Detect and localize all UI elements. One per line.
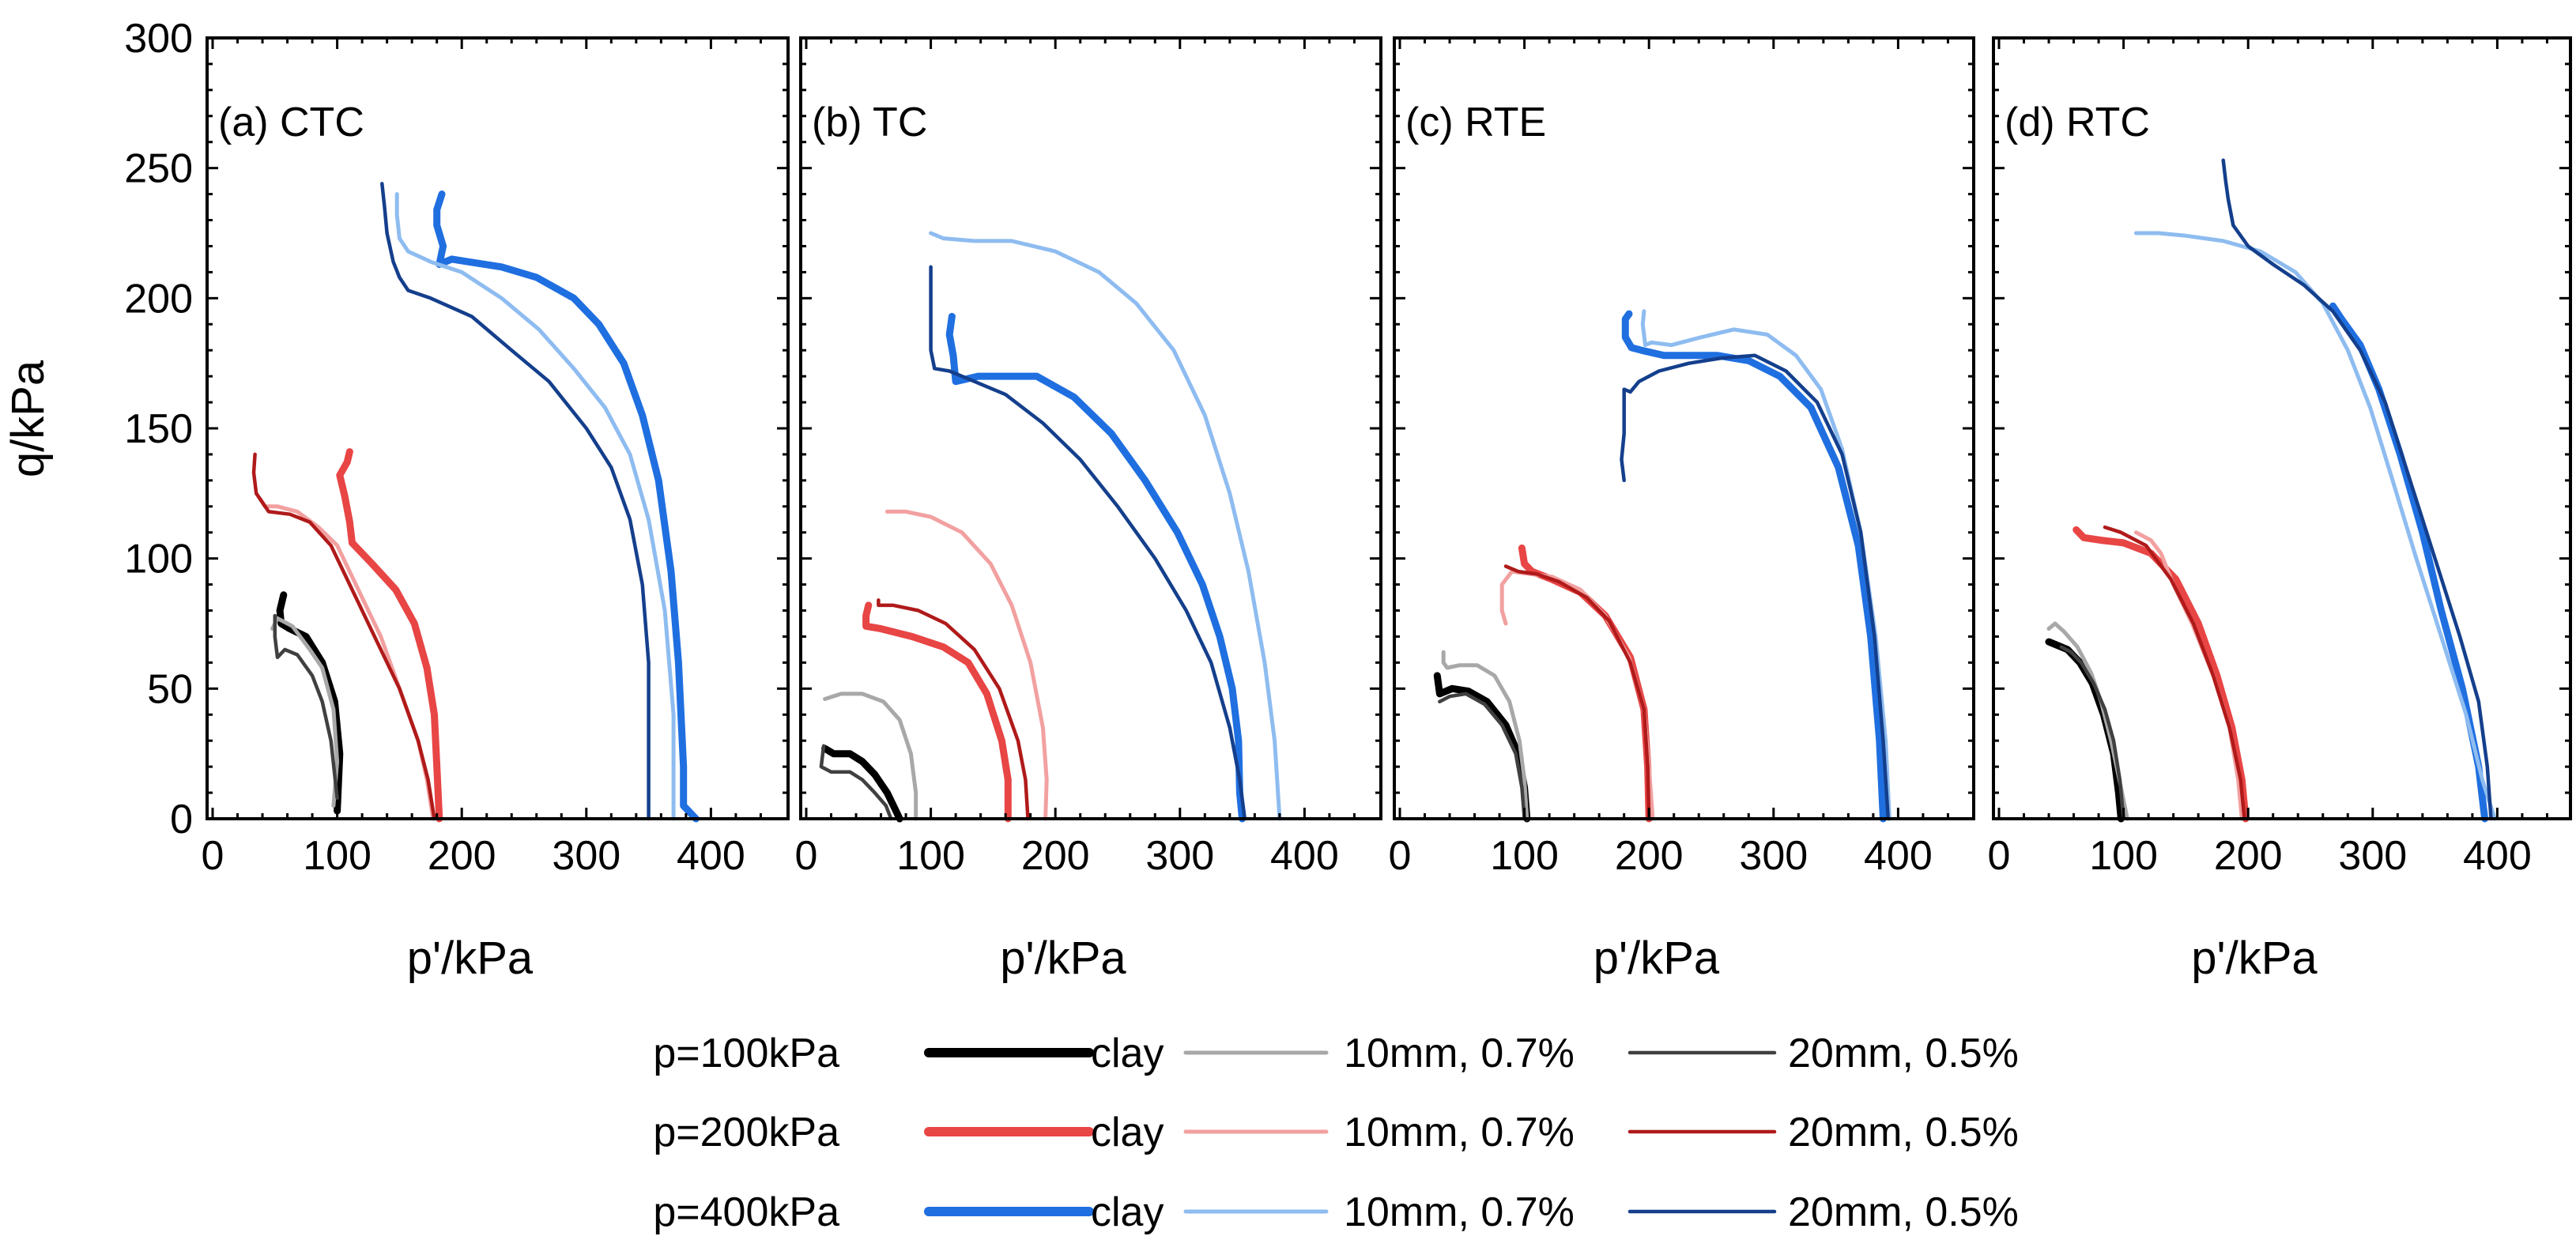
chart-panels: 0 100 200 300 400 0 50 100 150 200 250 300 (a) CTC p'… bbox=[124, 16, 2572, 984]
y-tick-label: 0 bbox=[170, 797, 193, 842]
series-line-200_clay bbox=[1518, 545, 1653, 823]
series-line-100_10mm bbox=[823, 692, 918, 821]
x-tick-label: 100 bbox=[303, 833, 372, 879]
y-tick-label: 50 bbox=[147, 666, 193, 712]
series-line-200_10mm bbox=[884, 509, 1049, 821]
series-line-400_clay bbox=[433, 190, 700, 823]
panel-3: 0 100 200 300 400 (c) RTE p'/kPa bbox=[1389, 36, 1975, 984]
legend-entry-label: clay bbox=[1091, 1031, 1164, 1076]
x-tick-label: 300 bbox=[1145, 833, 1214, 879]
chart-legend: p=100kPa clay 10mm, 0.7% 20mm, 0.5%p=200kPa… bbox=[653, 1031, 2019, 1235]
plot-frame bbox=[1992, 36, 2572, 820]
legend-entry-label: 10mm, 0.7% bbox=[1344, 1031, 1575, 1076]
legend-row: p=200kPa clay 10mm, 0.7% 20mm, 0.5% bbox=[653, 1110, 2019, 1155]
series-line-100_20mm bbox=[1438, 692, 1526, 821]
series-line-200_20mm bbox=[251, 452, 436, 821]
series-line-400_10mm bbox=[1640, 309, 1891, 821]
y-tick-label: 150 bbox=[124, 406, 193, 452]
panel-title: (a) CTC bbox=[218, 100, 364, 145]
series-line-400_20mm bbox=[1620, 353, 1891, 821]
legend-row: p=400kPa clay 10mm, 0.7% 20mm, 0.5% bbox=[653, 1189, 2019, 1235]
plot-frame bbox=[206, 36, 790, 820]
x-tick-label: 300 bbox=[2338, 833, 2407, 879]
x-tick-label: 200 bbox=[1615, 833, 1684, 879]
panel-2: 0 100 200 300 400 (b) TC p'/kPa bbox=[795, 36, 1382, 984]
series-line-200_clay bbox=[336, 448, 443, 823]
y-tick-label: 100 bbox=[124, 537, 193, 582]
series-line-100_20mm bbox=[819, 744, 893, 821]
legend-row-label: p=200kPa bbox=[653, 1110, 839, 1155]
x-tick-label: 400 bbox=[1864, 833, 1933, 879]
x-tick-label: 0 bbox=[795, 833, 818, 879]
series-line-100_10mm bbox=[270, 616, 340, 808]
x-axis-label: p'/kPa bbox=[407, 933, 534, 984]
x-tick-label: 100 bbox=[896, 833, 965, 879]
x-tick-label: 400 bbox=[677, 833, 745, 879]
legend-row: p=100kPa clay 10mm, 0.7% 20mm, 0.5% bbox=[653, 1031, 2019, 1076]
legend-entry-label: 20mm, 0.5% bbox=[1788, 1031, 2019, 1076]
series-line-200_10mm bbox=[2133, 530, 2244, 821]
plot-frame bbox=[799, 36, 1382, 820]
legend-row-label: p=400kPa bbox=[653, 1189, 839, 1235]
y-tick-label: 250 bbox=[124, 146, 193, 192]
series-line-400_20mm bbox=[929, 265, 1247, 821]
series-line-400_20mm bbox=[380, 182, 651, 821]
x-tick-label: 200 bbox=[428, 833, 496, 879]
x-axis-label: p'/kPa bbox=[1000, 933, 1126, 984]
legend-entry-label: clay bbox=[1091, 1110, 1164, 1155]
series-line-400_clay bbox=[1621, 310, 1887, 823]
series-line-400_20mm bbox=[2221, 158, 2493, 821]
series-line-200_clay bbox=[862, 601, 1012, 823]
series-line-400_10mm bbox=[929, 231, 1282, 821]
legend-entry-label: 10mm, 0.7% bbox=[1344, 1110, 1575, 1155]
x-axis-label: p'/kPa bbox=[1593, 933, 1720, 984]
legend-row-label: p=100kPa bbox=[653, 1031, 839, 1076]
x-tick-label: 400 bbox=[1270, 833, 1339, 879]
x-axis-label: p'/kPa bbox=[2191, 933, 2318, 984]
series-line-200_20mm bbox=[877, 598, 1030, 821]
series-line-400_10mm bbox=[2133, 231, 2497, 821]
legend-entry-label: 20mm, 0.5% bbox=[1788, 1110, 2019, 1155]
x-tick-label: 300 bbox=[1739, 833, 1808, 879]
series-line-200_20mm bbox=[2103, 525, 2246, 821]
series-line-400_10mm bbox=[394, 192, 676, 821]
y-axis-label: q/kPa bbox=[2, 360, 54, 477]
x-tick-label: 200 bbox=[2214, 833, 2283, 879]
panel-1: 0 100 200 300 400 0 50 100 150 200 250 300 (a) CTC p'… bbox=[124, 16, 790, 984]
legend-entry-label: 10mm, 0.7% bbox=[1344, 1189, 1575, 1235]
legend-entry-label: 20mm, 0.5% bbox=[1788, 1189, 2019, 1235]
y-tick-label: 200 bbox=[124, 276, 193, 322]
series-line-100_20mm bbox=[2059, 645, 2125, 821]
panel-title: (b) TC bbox=[812, 100, 927, 145]
series-line-100_clay bbox=[276, 591, 344, 815]
series-line-400_clay bbox=[2329, 302, 2489, 823]
legend-entry-label: clay bbox=[1091, 1189, 1164, 1235]
series-line-200_10mm bbox=[258, 496, 436, 821]
y-tick-label: 300 bbox=[124, 16, 193, 62]
series-line-100_10mm bbox=[1441, 650, 1529, 821]
x-tick-label: 0 bbox=[202, 833, 224, 879]
panel-4: 0 100 200 300 400 (d) RTC p'/kPa bbox=[1988, 36, 2572, 984]
x-tick-label: 100 bbox=[2089, 833, 2158, 879]
panel-title: (c) RTE bbox=[1405, 100, 1546, 145]
x-tick-label: 300 bbox=[552, 833, 620, 879]
x-tick-label: 0 bbox=[1389, 833, 1412, 879]
x-tick-label: 100 bbox=[1490, 833, 1559, 879]
x-tick-label: 200 bbox=[1021, 833, 1090, 879]
panel-title: (d) RTC bbox=[2005, 100, 2150, 145]
x-tick-label: 400 bbox=[2463, 833, 2532, 879]
series-line-100_20mm bbox=[273, 613, 339, 800]
series-line-200_20mm bbox=[1503, 564, 1651, 821]
series-line-100_clay bbox=[821, 744, 903, 823]
series-line-200_clay bbox=[2072, 526, 2250, 823]
x-tick-label: 0 bbox=[1988, 833, 2011, 879]
